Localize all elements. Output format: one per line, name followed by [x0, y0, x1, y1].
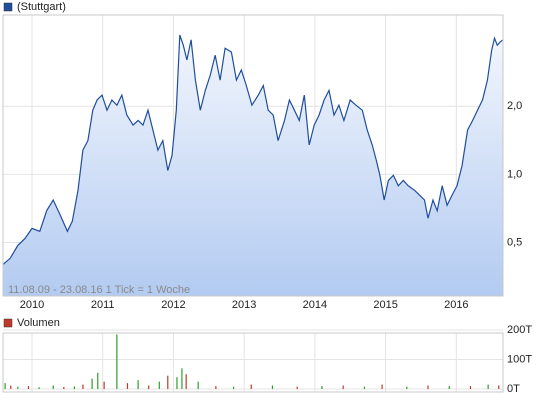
volume-bar [232, 386, 235, 389]
volume-bar [73, 386, 76, 389]
volume-bar [215, 386, 217, 389]
annotation: 11.08.09 - 23.08.16 1 Tick = 1 Woche [8, 284, 190, 296]
volume-bar [363, 386, 365, 389]
volume-bar [91, 378, 93, 389]
volume-bar [4, 383, 6, 389]
legend-label: Volumen [17, 317, 60, 329]
y-tick-label: 2,0 [507, 100, 522, 112]
plot-frame [2, 332, 504, 393]
plot-frame [2, 14, 504, 297]
x-tick-label: 2016 [444, 299, 468, 311]
volume-bar [185, 374, 187, 389]
volume-bar [448, 386, 450, 389]
y-tick-label: 0T [507, 383, 520, 395]
y-tick-label: 0,5 [507, 236, 522, 248]
volume-bar [158, 381, 160, 389]
volume-bar [116, 334, 118, 389]
x-tick-label: 2014 [303, 299, 327, 311]
volume-bar [498, 385, 500, 389]
x-tick-label: 2011 [91, 299, 115, 311]
volume-bar [381, 384, 383, 389]
volume-bar [487, 384, 489, 389]
legend-label: (Stuttgart) [17, 1, 66, 13]
volume-bar [167, 375, 169, 389]
volume-bar [271, 385, 274, 389]
volume-bar [250, 384, 252, 389]
volume-bar [148, 385, 150, 389]
volume-bar [126, 383, 129, 389]
volume-bar [427, 385, 429, 389]
volume-bar [10, 385, 12, 389]
x-tick-label: 2012 [161, 299, 185, 311]
volume-bar [38, 387, 40, 389]
volume-bar [27, 386, 30, 389]
volume-bar [342, 385, 344, 389]
y-tick-label: 200T [507, 324, 532, 336]
volume-bar [63, 386, 65, 389]
volume-bar [97, 372, 99, 389]
y-tick-label: 100T [507, 353, 532, 365]
volume-bar [406, 386, 408, 389]
price-line [2, 34, 504, 265]
x-tick-label: 2013 [232, 299, 256, 311]
volume-bar [197, 381, 199, 389]
volume-bar [103, 381, 105, 389]
volume-bar [321, 386, 323, 389]
volume-bar [176, 377, 178, 389]
legend-swatch [3, 2, 13, 12]
volume-bar [82, 384, 84, 389]
area-fill [3, 35, 503, 296]
volume-bar [181, 368, 183, 389]
x-tick-label: 2010 [20, 299, 44, 311]
volume-bar [137, 380, 139, 389]
y-tick-label: 1,0 [507, 168, 522, 180]
volume-bar [17, 386, 19, 389]
legend-swatch [3, 318, 13, 328]
volume-bar [469, 386, 472, 389]
volume-bar [52, 385, 54, 389]
volume-bar [296, 386, 298, 389]
x-tick-label: 2015 [373, 299, 397, 311]
